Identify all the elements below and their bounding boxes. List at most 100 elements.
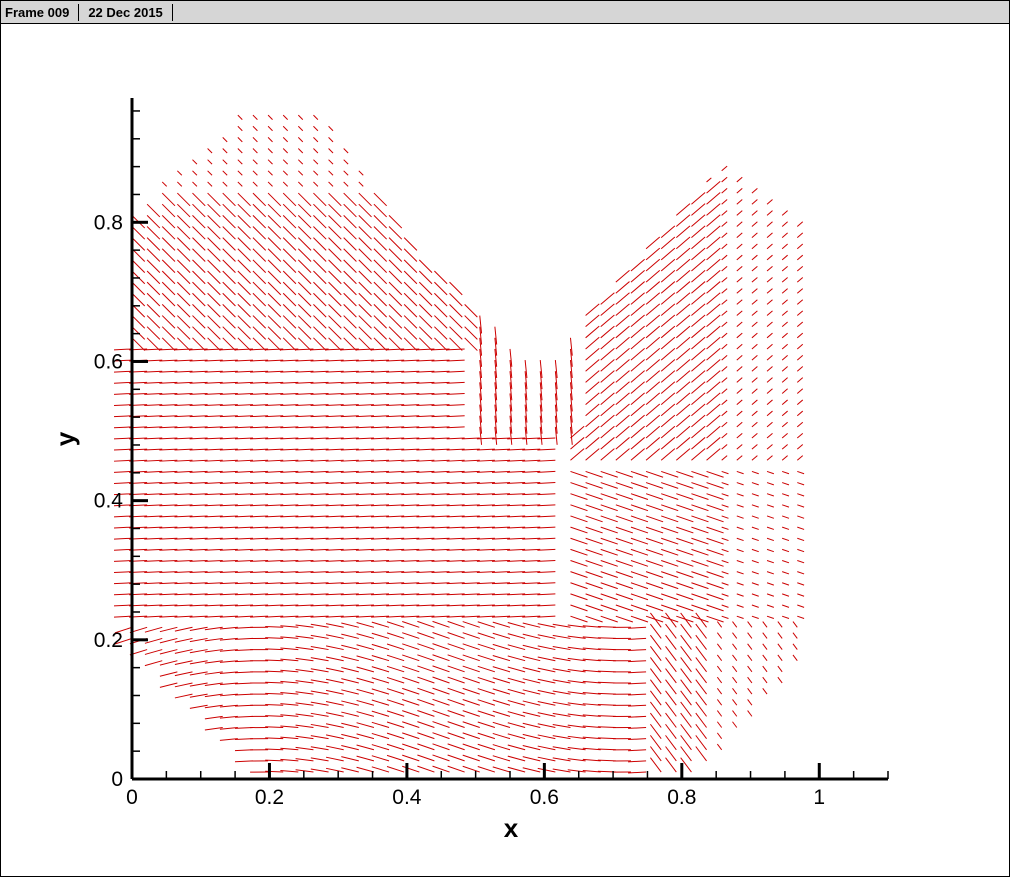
vector-arrow <box>328 170 334 176</box>
vector-arrow <box>401 426 420 429</box>
vector-arrow <box>192 248 206 262</box>
vector-arrow <box>582 725 601 729</box>
vector-arrow <box>204 526 223 529</box>
vector-arrow <box>159 526 178 529</box>
vector-arrow <box>144 637 163 644</box>
vector-arrow <box>252 114 258 120</box>
vector-arrow <box>796 399 804 405</box>
vector-arrow <box>716 688 723 695</box>
vector-arrow <box>388 292 403 307</box>
vector-arrow <box>204 615 223 618</box>
vector-arrow <box>267 315 282 329</box>
vector-arrow <box>234 559 253 562</box>
vector-arrow <box>716 676 723 684</box>
vector-arrow <box>144 437 163 440</box>
vector-arrow <box>355 526 374 529</box>
vector-arrow <box>416 559 435 562</box>
vector-arrow <box>585 425 600 439</box>
vector-arrow <box>751 210 758 216</box>
vector-arrow <box>762 665 768 673</box>
vector-arrow <box>661 560 679 567</box>
vector-arrow <box>192 270 206 285</box>
vector-arrow <box>144 504 163 507</box>
vector-arrow <box>766 615 775 619</box>
vector-arrow <box>522 482 541 484</box>
vector-arrow <box>328 237 342 251</box>
vector-arrow <box>219 359 238 362</box>
vector-arrow <box>447 754 465 762</box>
vector-arrow <box>340 526 359 529</box>
vector-arrow <box>310 723 329 728</box>
vector-arrow <box>721 504 729 508</box>
vector-arrow <box>265 748 284 751</box>
vector-arrow <box>721 604 729 608</box>
vector-arrow <box>386 448 405 451</box>
vector-arrow <box>507 593 526 596</box>
vector-arrow <box>401 515 420 518</box>
vector-arrow <box>706 336 721 350</box>
vector-arrow <box>630 292 645 305</box>
vector-arrow <box>355 615 374 618</box>
vector-arrow <box>781 243 788 250</box>
vector-arrow <box>615 604 634 612</box>
vector-arrow <box>781 265 788 272</box>
vector-arrow <box>539 382 543 401</box>
vector-arrow <box>371 621 390 628</box>
vector-arrow <box>585 493 603 501</box>
vector-arrow <box>569 382 573 401</box>
vector-arrow <box>781 504 790 508</box>
vector-arrow <box>204 593 223 596</box>
vector-arrow <box>706 593 724 601</box>
vector-arrow <box>388 270 403 285</box>
vector-arrow <box>446 426 465 429</box>
vector-arrow <box>615 270 630 283</box>
vector-arrow <box>295 459 314 462</box>
vector-arrow <box>676 582 694 590</box>
vector-arrow <box>295 404 314 407</box>
vector-arrow <box>355 370 374 373</box>
vector-arrow <box>691 548 709 556</box>
vector-arrow <box>234 715 253 718</box>
vector-arrow <box>355 493 374 496</box>
vector-arrow <box>665 690 677 706</box>
vector-arrow <box>358 281 372 296</box>
vector-arrow <box>675 392 691 405</box>
vector-arrow <box>325 381 344 384</box>
vector-arrow <box>207 259 221 273</box>
vector-arrow <box>706 403 721 417</box>
vector-arrow <box>146 304 161 318</box>
vector-arrow <box>267 337 282 351</box>
vector-arrow <box>706 314 721 328</box>
vector-arrow <box>461 493 480 496</box>
vector-arrow <box>797 593 805 597</box>
vector-arrow <box>796 265 804 272</box>
vector-arrow <box>600 370 615 383</box>
vector-arrow <box>691 437 706 450</box>
vector-arrow <box>600 347 615 361</box>
vector-arrow <box>431 593 450 596</box>
vector-arrow <box>680 612 692 628</box>
vector-arrow <box>570 515 588 523</box>
frame-label: Frame 009 <box>1 3 80 21</box>
vector-arrow <box>706 180 721 194</box>
vector-arrow <box>280 404 299 407</box>
vector-arrow <box>343 214 357 229</box>
vector-arrow <box>732 721 738 728</box>
vector-arrow <box>416 348 435 351</box>
vector-arrow <box>234 582 253 585</box>
vector-arrow <box>219 348 238 351</box>
vector-arrow <box>355 559 374 562</box>
vector-arrow <box>491 493 511 496</box>
vector-arrow <box>539 426 543 445</box>
vector-arrow <box>174 359 193 362</box>
vector-arrow <box>570 470 588 478</box>
vector-arrow <box>650 679 662 695</box>
vector-arrow <box>177 248 191 262</box>
vector-arrow <box>343 148 349 154</box>
vector-arrow <box>174 604 193 607</box>
vector-arrow <box>267 148 273 154</box>
vector-arrow <box>356 688 375 695</box>
vector-arrow <box>146 259 161 273</box>
vector-arrow <box>660 370 676 383</box>
vector-arrow <box>570 604 588 612</box>
